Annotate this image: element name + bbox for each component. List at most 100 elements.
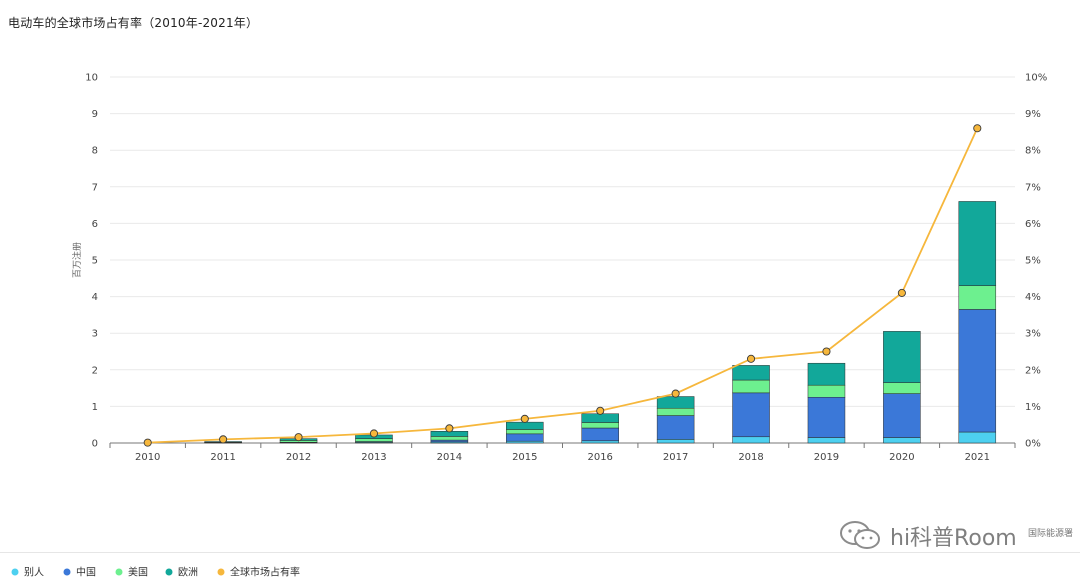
x-tick-label: 2014 (437, 452, 462, 463)
bar-segment[interactable] (656, 396, 695, 409)
bar-layer (204, 201, 997, 444)
bar-segment[interactable] (430, 436, 469, 441)
bar-segment[interactable] (958, 285, 997, 310)
legend-swatch (11, 568, 19, 576)
bar-segment[interactable] (506, 429, 544, 435)
share-point[interactable] (294, 433, 303, 442)
legend-label: 中国 (76, 566, 96, 579)
y2-tick-label: 4% (1025, 292, 1041, 303)
share-point[interactable] (445, 424, 454, 433)
y-tick-label: 6 (92, 219, 98, 230)
y-tick-label: 5 (92, 256, 98, 267)
y2-tick-label: 0% (1025, 439, 1041, 450)
bar-segment[interactable] (732, 379, 770, 394)
bar-segment[interactable] (958, 201, 997, 286)
y-tick-label: 10 (85, 73, 98, 84)
x-tick-label: 2020 (889, 452, 914, 463)
legend-item[interactable]: 欧洲 (165, 567, 199, 579)
share-point[interactable] (973, 124, 982, 133)
x-tick-label: 2017 (663, 452, 688, 463)
share-point[interactable] (822, 347, 831, 356)
chart-title: 电动车的全球市场占有率（2010年-2021年） (8, 16, 259, 30)
bar-segment[interactable] (506, 440, 544, 444)
bar-segment[interactable] (581, 422, 619, 429)
bar-segment[interactable] (581, 440, 619, 444)
bar-segment[interactable] (732, 392, 770, 438)
y-tick-label: 3 (92, 329, 98, 340)
bar-segment[interactable] (807, 437, 846, 444)
share-line (147, 127, 979, 444)
line-layer (143, 124, 982, 447)
y-tick-label: 4 (92, 292, 98, 303)
share-point[interactable] (897, 288, 906, 297)
bar-segment[interactable] (807, 397, 846, 438)
bar-segment[interactable] (883, 331, 921, 383)
y-tick-label: 1 (92, 402, 98, 413)
bar-segment[interactable] (883, 437, 921, 444)
legend-item[interactable]: 中国 (63, 566, 97, 579)
watermark: hi科普Room (838, 520, 1017, 552)
share-point[interactable] (746, 354, 756, 363)
x-tick-label: 2016 (587, 452, 612, 463)
bar-segment[interactable] (506, 421, 544, 430)
y2-tick-label: 8% (1025, 146, 1041, 157)
x-tick-label: 2012 (286, 452, 311, 463)
bar-segment[interactable] (656, 415, 695, 440)
bar-segment[interactable] (732, 365, 770, 381)
bar-segment[interactable] (958, 431, 997, 444)
y-tick-label: 2 (92, 365, 98, 376)
bar-segment[interactable] (883, 393, 921, 438)
y-tick-label: 9 (92, 109, 98, 120)
y2-tick-label: 9% (1025, 109, 1041, 120)
grid-layer (110, 76, 1015, 444)
y-tick-label: 8 (92, 146, 98, 157)
share-point[interactable] (596, 406, 605, 415)
x-tick-label: 2010 (135, 452, 160, 463)
x-tick-label: 2011 (210, 452, 235, 463)
x-tick-label: 2018 (738, 452, 763, 463)
x-tick-label: 2021 (965, 452, 990, 463)
share-point[interactable] (671, 389, 680, 398)
legend-layer: 别人 中国 美国 欧洲 全球市场占有率 (11, 566, 301, 579)
bar-segment[interactable] (656, 407, 695, 416)
y-tick-label: 7 (92, 182, 98, 193)
legend-item[interactable]: 全球市场占有率 (217, 566, 301, 579)
legend-swatch (115, 568, 123, 576)
legend-label: 欧洲 (178, 567, 198, 579)
share-point[interactable] (143, 438, 152, 447)
wechat-icon (840, 521, 880, 549)
legend-item[interactable]: 美国 (115, 566, 149, 579)
legend-label: 别人 (24, 567, 44, 579)
legend-item[interactable]: 别人 (11, 567, 45, 579)
legend-swatch (63, 568, 71, 576)
bar-segment[interactable] (883, 382, 921, 394)
y-tick-label: 0 (92, 439, 98, 450)
y2-tick-label: 2% (1025, 365, 1041, 376)
y2-tick-label: 6% (1025, 219, 1041, 230)
bar-segment[interactable] (807, 384, 846, 398)
bar-segment[interactable] (430, 439, 469, 443)
bar-segment[interactable] (581, 427, 619, 442)
x-tick-label: 2015 (512, 452, 537, 463)
x-tick-label: 2019 (814, 452, 839, 463)
share-point[interactable] (219, 435, 228, 444)
bar-segment[interactable] (506, 433, 544, 442)
bar-segment[interactable] (732, 436, 770, 444)
legend-swatch (217, 568, 225, 576)
bar-segment[interactable] (581, 413, 619, 423)
share-point[interactable] (520, 414, 529, 423)
y2-tick-label: 10% (1025, 73, 1047, 84)
bar-segment[interactable] (656, 439, 695, 444)
y-axis-label: 百万注册 (71, 242, 83, 278)
y2-tick-label: 1% (1025, 402, 1041, 413)
source-note: 国际能源署 (1028, 527, 1073, 539)
bar-segment[interactable] (807, 362, 846, 386)
y2-tick-label: 7% (1025, 182, 1041, 193)
share-point[interactable] (369, 429, 379, 438)
x-tick-label: 2013 (361, 452, 386, 463)
bar-segment[interactable] (355, 438, 393, 442)
axis-layer: 0 1 2 3 4 5 6 7 8 9 10 0% 1% 2% 3% 4% 5% 6% 7% 8% 9% 10% 2010 2… (85, 73, 1047, 464)
bar-segment[interactable] (958, 309, 997, 433)
